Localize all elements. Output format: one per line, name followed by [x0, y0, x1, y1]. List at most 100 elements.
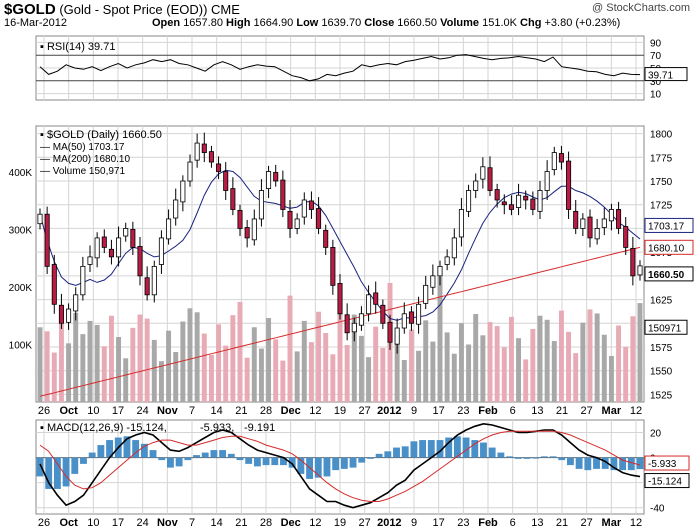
- volume-bar: [223, 345, 229, 402]
- volume-bar: [266, 318, 272, 402]
- volume-bar: [308, 342, 314, 402]
- macd-histogram-bar: [323, 457, 331, 477]
- rsi-value-box: [644, 67, 688, 82]
- candle-body: [294, 218, 300, 229]
- macd-tick-label: 20: [650, 429, 662, 440]
- volume-bar: [151, 339, 157, 402]
- candle-body: [158, 237, 164, 265]
- candle-body: [301, 199, 307, 218]
- x-tick-label: Nov: [157, 517, 179, 529]
- chart-date: 16-Mar-2012: [4, 17, 67, 29]
- volume-bar: [294, 351, 300, 402]
- candle-body: [508, 204, 514, 210]
- volume-bar: [301, 320, 307, 402]
- volume-bar: [87, 320, 93, 402]
- volume-bar: [116, 337, 122, 402]
- macd-histogram-bar: [593, 457, 600, 469]
- candle-body: [87, 256, 93, 265]
- volume-bar: [66, 343, 72, 402]
- x-tick-label: 28: [260, 517, 272, 529]
- x-tick-label: 2012: [377, 517, 401, 529]
- macd-histogram-bar: [106, 440, 113, 458]
- candle-body: [258, 190, 264, 220]
- x-tick-label: 12: [309, 517, 321, 529]
- macd-histogram-bar: [201, 452, 209, 458]
- candle-body: [173, 199, 179, 219]
- x-tick-label: Mar: [602, 517, 622, 529]
- candle-body: [230, 188, 236, 210]
- x-tick-label: 2012: [377, 405, 401, 417]
- macd-histogram-bar: [427, 440, 435, 458]
- candle-body: [287, 210, 293, 229]
- macd-histogram-bar: [227, 453, 235, 458]
- volume-tick-label: 400K: [9, 168, 33, 179]
- candle-body: [451, 237, 457, 259]
- macd-histogram-bar: [462, 437, 470, 458]
- volume-bar: [158, 361, 164, 402]
- chart-symbol: $GOLD: [4, 1, 56, 18]
- volume-bar: [516, 338, 522, 402]
- candle-body: [251, 218, 257, 241]
- candle-body: [587, 216, 593, 239]
- volume-bar: [508, 316, 514, 402]
- volume-bar: [130, 327, 136, 402]
- volume-bar: [523, 359, 529, 402]
- candle-body: [608, 209, 614, 222]
- macd-histogram-bar: [401, 446, 409, 458]
- price-value-label: 1660.50: [648, 270, 685, 281]
- candle-body: [594, 228, 600, 240]
- x-tick-label: 17: [433, 405, 445, 417]
- macd-histogram-bar: [158, 457, 166, 461]
- volume-bar: [101, 346, 107, 402]
- x-tick-label: 21: [556, 517, 568, 529]
- macd-histogram-bar: [306, 457, 313, 479]
- x-tick-label: Nov: [157, 405, 179, 417]
- x-tick-label: 12: [630, 405, 642, 417]
- volume-bar: [123, 358, 129, 402]
- x-tick-label: 19: [334, 405, 346, 417]
- macd-histogram-bar: [523, 457, 531, 459]
- candle-body: [237, 210, 243, 229]
- candle-body: [151, 265, 157, 296]
- candle-body: [566, 160, 572, 210]
- open-value: 1657.80: [183, 17, 223, 29]
- candle-body: [387, 321, 393, 343]
- x-tick-label: 7: [189, 517, 195, 529]
- candle-body: [558, 153, 564, 163]
- price-value-box: [644, 266, 694, 282]
- macd-histogram-bar: [36, 457, 44, 477]
- candle-body: [366, 294, 372, 315]
- x-tick-label: 10: [87, 517, 99, 529]
- candle-body: [308, 200, 314, 210]
- volume-bar: [37, 327, 43, 402]
- price-tick-label: 1775: [650, 153, 673, 164]
- price-tick-label: 1800: [650, 130, 673, 141]
- candle-body: [101, 236, 107, 248]
- volume-value-box: [644, 319, 688, 335]
- chart-description: (Gold - Spot Price (EOD)): [59, 2, 208, 17]
- volume-bar: [501, 347, 507, 402]
- candle-body: [37, 213, 43, 225]
- volume-bar: [330, 354, 336, 402]
- macd-value-label: -5.933: [648, 459, 677, 470]
- volume-bar: [173, 351, 179, 402]
- macd-histogram-bar: [45, 457, 53, 489]
- macd-histogram-bar: [88, 452, 96, 458]
- x-tick-label: 17: [112, 405, 124, 417]
- x-tick-label: 17: [112, 517, 124, 529]
- candle-body: [323, 229, 329, 248]
- candle-body: [223, 171, 229, 191]
- candle-body: [473, 180, 479, 191]
- volume-bar: [244, 357, 250, 402]
- x-tick-label: 26: [38, 405, 50, 417]
- volume-bar: [416, 350, 422, 402]
- macd-histogram-bar: [80, 457, 87, 464]
- x-tick-label: Mar: [602, 405, 622, 417]
- price-tick-label: 1525: [650, 390, 673, 401]
- price-value-box: [644, 239, 694, 255]
- candle-body: [51, 264, 57, 305]
- macd-histogram-bar: [636, 457, 644, 470]
- volume-bar: [201, 333, 207, 402]
- volume-tick-label: 300K: [9, 226, 33, 237]
- candle-body: [516, 194, 522, 208]
